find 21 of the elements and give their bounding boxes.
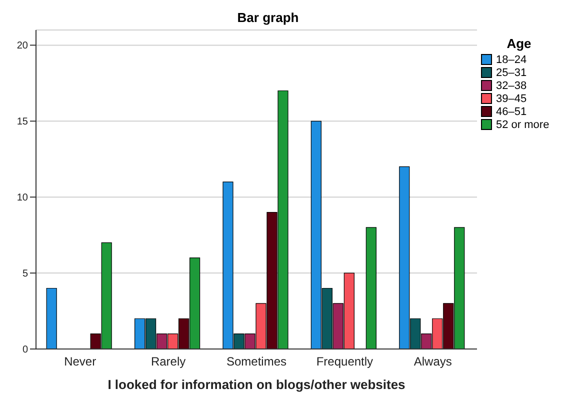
legend-label: 39–45 [496,92,527,104]
bar [46,288,57,349]
x-tick-label: Never [64,354,96,369]
legend-label: 25–31 [496,66,527,78]
y-tick-label: 10 [16,192,28,204]
x-tick-label: Frequently [316,354,374,369]
legend-title: Age [506,36,532,51]
y-tick-label: 5 [22,268,28,280]
y-tick-label: 15 [16,116,28,128]
legend-label: 52 or more [496,118,550,130]
legend-label: 46–51 [496,106,527,118]
y-tick-label: 20 [16,40,28,52]
bar [366,227,376,349]
y-tick-label: 0 [22,344,28,356]
x-tick-label: Sometimes [226,354,287,369]
x-tick-label: Rarely [150,354,186,369]
x-axis-title: I looked for information on blogs/other websites [108,377,406,392]
legend-label: 32–38 [496,80,527,92]
x-tick-label: Always [414,354,452,369]
legend-label: 18–24 [496,54,527,66]
chart-title: Bar graph [236,10,300,25]
